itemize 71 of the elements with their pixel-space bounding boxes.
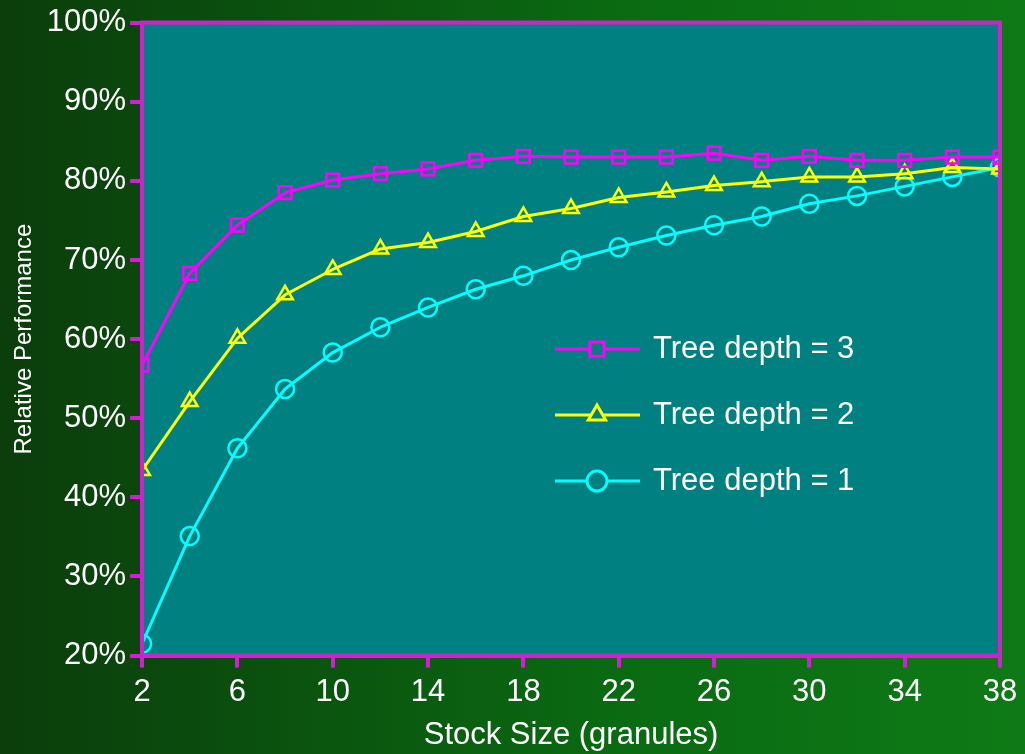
x-tick-label: 10 <box>315 672 350 708</box>
y-tick-label: 90% <box>64 82 127 118</box>
point <box>560 249 582 271</box>
point <box>323 259 342 276</box>
x-tick-label: 14 <box>410 672 446 708</box>
point <box>799 193 820 215</box>
legend-label: Tree depth = 2 <box>653 395 855 431</box>
point <box>417 297 439 318</box>
point <box>897 152 913 168</box>
point <box>276 284 295 301</box>
point <box>466 221 485 238</box>
point <box>801 148 817 164</box>
point <box>465 279 486 300</box>
point <box>608 237 629 258</box>
x-axis-title: Stock Size (granules) <box>423 715 719 751</box>
point <box>703 214 725 236</box>
x-tick-label: 30 <box>792 672 827 708</box>
point <box>847 166 867 183</box>
point <box>227 438 248 459</box>
x-tick-label: 26 <box>696 672 732 708</box>
point <box>372 166 389 182</box>
x-tick-label: 18 <box>506 672 541 708</box>
point <box>657 181 676 198</box>
point <box>754 152 770 168</box>
y-tick-label: 100% <box>46 3 127 39</box>
x-tick-label: 34 <box>887 672 922 708</box>
point <box>849 152 865 168</box>
point <box>944 149 960 165</box>
point <box>562 198 581 215</box>
point <box>800 166 819 183</box>
point <box>658 149 674 165</box>
point <box>179 525 200 547</box>
point <box>229 217 246 233</box>
point <box>228 328 247 345</box>
point <box>182 265 198 282</box>
point <box>515 148 531 164</box>
point <box>274 378 296 400</box>
x-tick-label: 22 <box>601 672 636 708</box>
point <box>514 206 533 223</box>
y-tick-label: 70% <box>64 240 127 276</box>
point <box>277 185 293 201</box>
point <box>609 187 628 204</box>
y-tick-label: 60% <box>64 319 127 355</box>
x-tick-label: 6 <box>228 672 247 708</box>
point <box>611 149 627 165</box>
y-tick-label: 30% <box>64 557 127 593</box>
y-tick-label: 50% <box>64 398 127 434</box>
legend-label: Tree depth = 3 <box>653 329 855 365</box>
point <box>751 206 772 227</box>
point <box>419 232 438 249</box>
point <box>656 225 677 246</box>
y-axis-title: Relative Performance <box>9 223 37 455</box>
point <box>846 185 868 207</box>
y-tick-label: 40% <box>64 477 127 513</box>
x-tick-label: 2 <box>133 672 151 708</box>
point <box>371 238 390 255</box>
point <box>325 172 341 188</box>
point <box>513 265 534 287</box>
x-tick-label: 38 <box>982 672 1018 708</box>
point <box>704 175 724 192</box>
y-tick-label: 80% <box>64 161 127 197</box>
point <box>468 152 484 168</box>
point <box>420 161 436 177</box>
point <box>752 171 771 188</box>
y-tick-label: 20% <box>64 636 127 672</box>
point <box>563 149 579 165</box>
point <box>322 342 343 363</box>
point <box>370 316 391 338</box>
point <box>706 145 722 161</box>
point <box>180 391 199 408</box>
legend-label: Tree depth = 1 <box>653 461 855 497</box>
